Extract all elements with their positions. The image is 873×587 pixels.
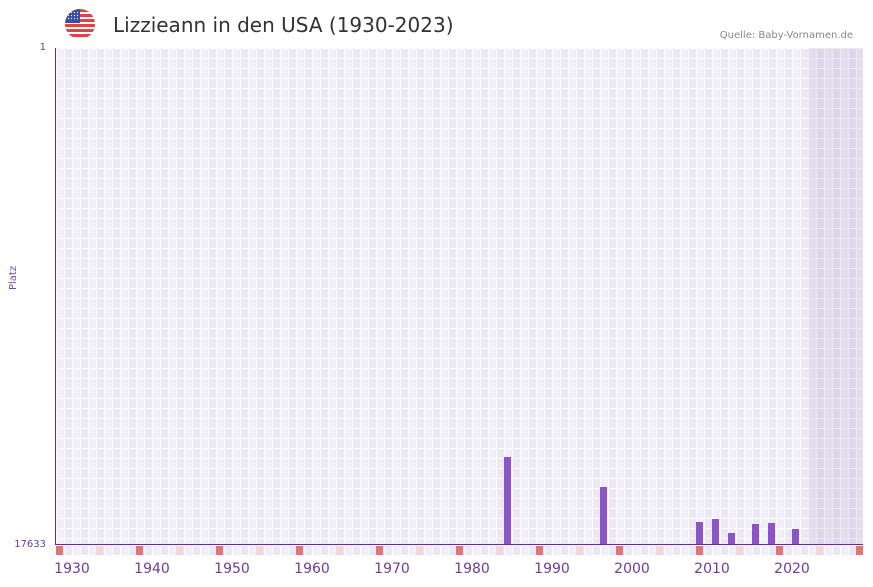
year-marker	[616, 546, 623, 555]
year-marker	[656, 546, 663, 555]
year-marker	[856, 546, 863, 555]
year-marker	[576, 546, 583, 555]
x-tick: 1940	[134, 561, 170, 577]
year-marker	[456, 546, 463, 555]
source-label: Quelle: Baby-Vornamen.de	[719, 30, 853, 41]
year-marker	[336, 546, 343, 555]
year-marker	[296, 546, 303, 555]
year-marker	[816, 546, 823, 555]
year-marker	[736, 546, 743, 555]
bar-2008[interactable]	[696, 522, 703, 545]
x-tick: 1990	[534, 561, 570, 577]
future-shade	[808, 48, 863, 545]
x-axis	[55, 544, 863, 545]
year-strip	[56, 546, 863, 555]
chart-title: Lizzieann in den USA (1930-2023)	[113, 13, 454, 37]
x-tick: 2020	[774, 561, 810, 577]
year-marker	[176, 546, 183, 555]
bar-2020[interactable]	[792, 529, 799, 545]
year-marker	[136, 546, 143, 555]
bar-2010[interactable]	[712, 519, 719, 545]
plot-area	[56, 48, 863, 545]
grid	[56, 48, 863, 545]
year-marker	[536, 546, 543, 555]
x-tick: 1960	[294, 561, 330, 577]
year-marker	[776, 546, 783, 555]
year-marker	[376, 546, 383, 555]
bar-2017[interactable]	[768, 523, 775, 545]
x-tick: 2000	[614, 561, 650, 577]
year-marker	[696, 546, 703, 555]
bar-2015[interactable]	[752, 524, 759, 545]
year-marker	[56, 546, 63, 555]
x-tick: 1930	[54, 561, 90, 577]
bar-1984[interactable]	[504, 457, 511, 545]
y-tick-top: 1	[39, 42, 46, 53]
x-tick: 1950	[214, 561, 250, 577]
y-axis-label: Platz	[8, 265, 19, 290]
x-tick: 1970	[374, 561, 410, 577]
bar-2012[interactable]	[728, 533, 735, 545]
year-marker	[96, 546, 103, 555]
x-tick: 2010	[694, 561, 730, 577]
year-marker	[416, 546, 423, 555]
y-tick-bottom: 17633	[14, 539, 46, 550]
y-axis	[55, 48, 56, 545]
x-tick: 1980	[454, 561, 490, 577]
year-marker	[216, 546, 223, 555]
bar-1996[interactable]	[600, 487, 607, 545]
year-marker	[256, 546, 263, 555]
year-marker	[496, 546, 503, 555]
us-flag-icon	[65, 9, 95, 39]
